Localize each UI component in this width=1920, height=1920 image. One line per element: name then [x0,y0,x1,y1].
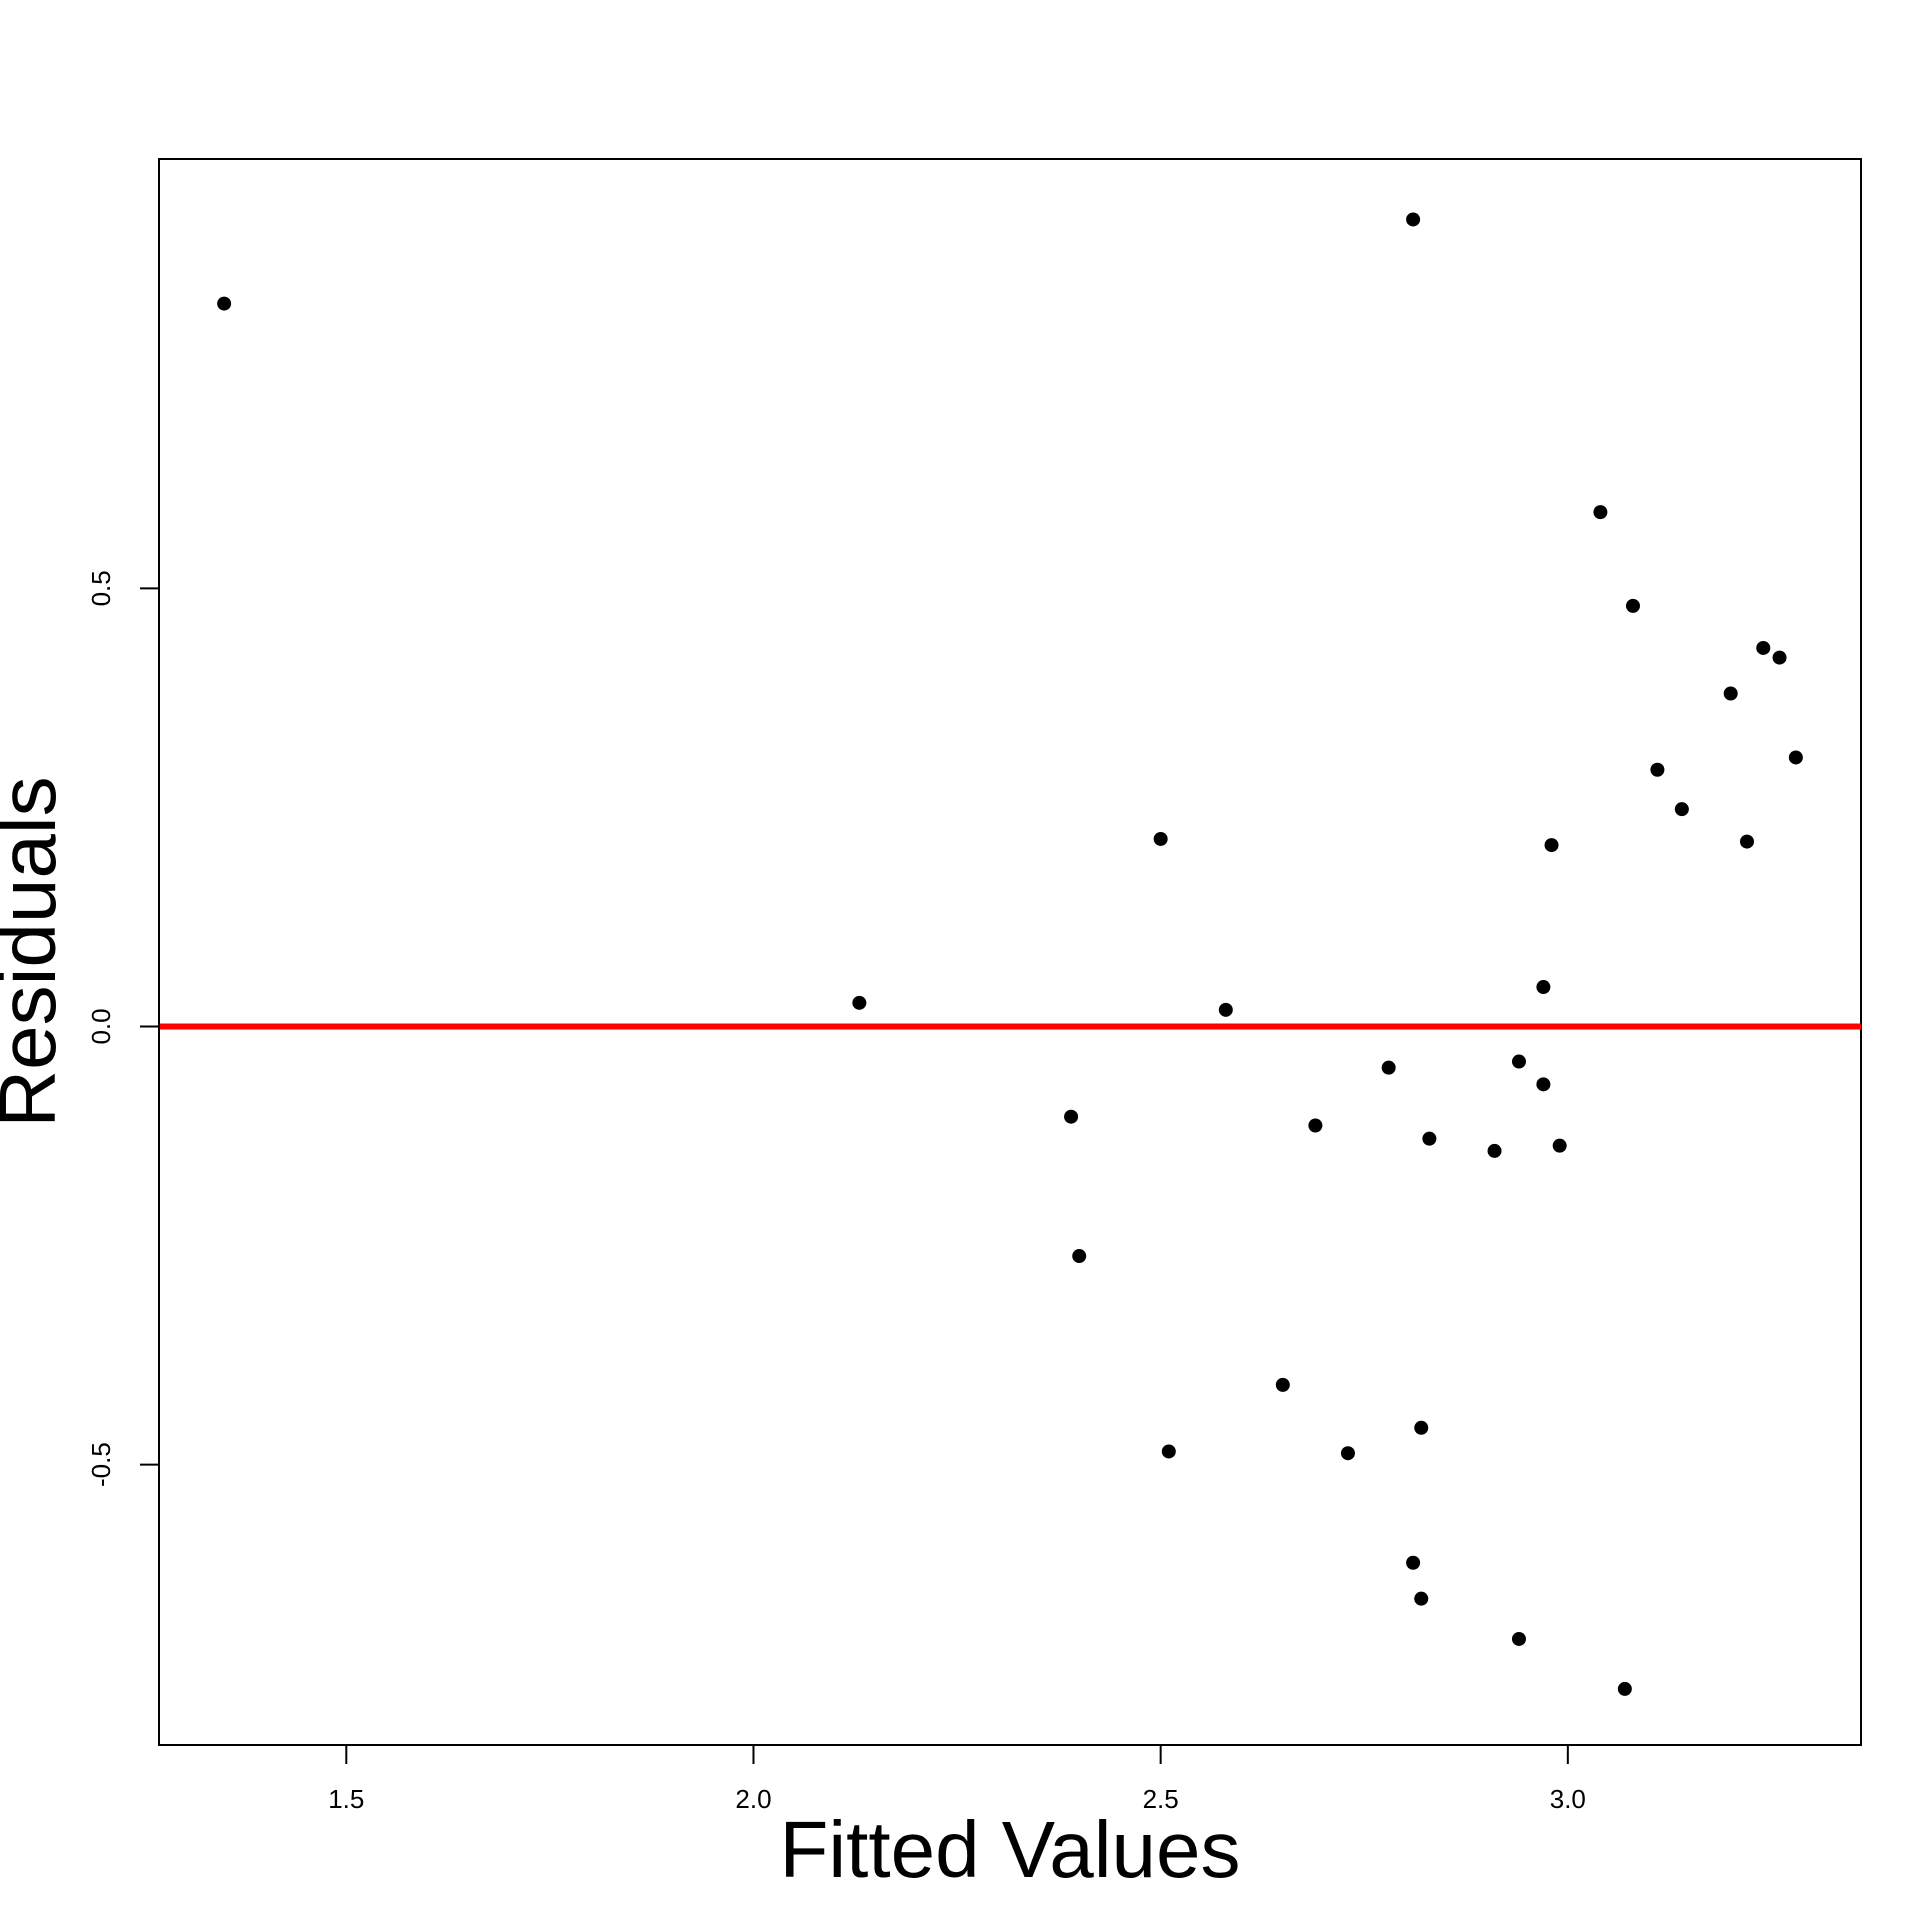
data-point [852,995,867,1010]
y-tick-label: 0.5 [86,570,116,606]
data-points [217,212,1803,1696]
data-point [1487,1143,1502,1158]
data-point [1511,1631,1526,1646]
data-point [1772,650,1787,665]
data-point [1625,598,1640,613]
y-axis: -0.5 0.0 0.5 [86,570,160,1487]
data-point [1536,1077,1551,1092]
data-point [1218,1002,1233,1017]
data-point [217,296,232,311]
data-point [1723,686,1738,701]
data-point [1511,1054,1526,1069]
data-point [1161,1444,1176,1459]
x-tick-label: 2.0 [735,1784,771,1814]
x-tick-label: 2.5 [1143,1784,1179,1814]
data-point [1275,1377,1290,1392]
data-point [1536,980,1551,995]
x-tick-label: 1.5 [328,1784,364,1814]
y-tick-label: 0.0 [86,1008,116,1044]
data-point [1674,802,1689,817]
data-point [1381,1060,1396,1075]
data-point [1422,1131,1437,1146]
y-axis-title: Residuals [0,776,72,1127]
data-point [1064,1109,1079,1124]
data-point [1414,1420,1429,1435]
data-point [1340,1446,1355,1461]
data-point [1617,1681,1632,1696]
data-point [1788,750,1803,765]
data-point [1308,1118,1323,1133]
x-axis-title: Fitted Values [780,1805,1241,1894]
data-point [1756,640,1771,655]
data-point [1072,1249,1087,1264]
x-tick-label: 3.0 [1550,1784,1586,1814]
data-point [1406,1555,1421,1570]
data-point [1544,838,1559,853]
data-point [1153,831,1168,846]
plot-frame [158,158,1862,1746]
data-point [1593,505,1608,520]
y-tick-label: -0.5 [86,1442,116,1487]
data-point [1739,834,1754,849]
data-point [1552,1138,1567,1153]
data-point [1650,762,1665,777]
data-point [1414,1591,1429,1606]
data-point [1406,212,1421,227]
x-axis: 1.5 2.0 2.5 3.0 [328,1744,1586,1814]
